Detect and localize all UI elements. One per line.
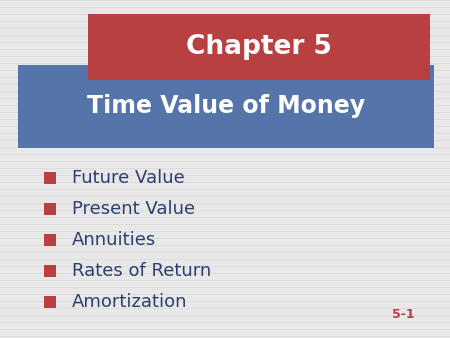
Bar: [18, 65, 434, 148]
Bar: [44, 296, 56, 308]
Text: Time Value of Money: Time Value of Money: [87, 95, 365, 119]
Text: 5-1: 5-1: [392, 309, 415, 321]
Text: Future Value: Future Value: [72, 169, 185, 187]
Text: Rates of Return: Rates of Return: [72, 262, 211, 280]
Text: Amortization: Amortization: [72, 293, 188, 311]
Bar: [44, 203, 56, 215]
Bar: [88, 14, 430, 80]
Text: Chapter 5: Chapter 5: [186, 34, 332, 60]
Bar: [44, 265, 56, 277]
Text: Annuities: Annuities: [72, 231, 156, 249]
Bar: [44, 172, 56, 184]
Text: Present Value: Present Value: [72, 200, 195, 218]
Bar: [44, 234, 56, 246]
